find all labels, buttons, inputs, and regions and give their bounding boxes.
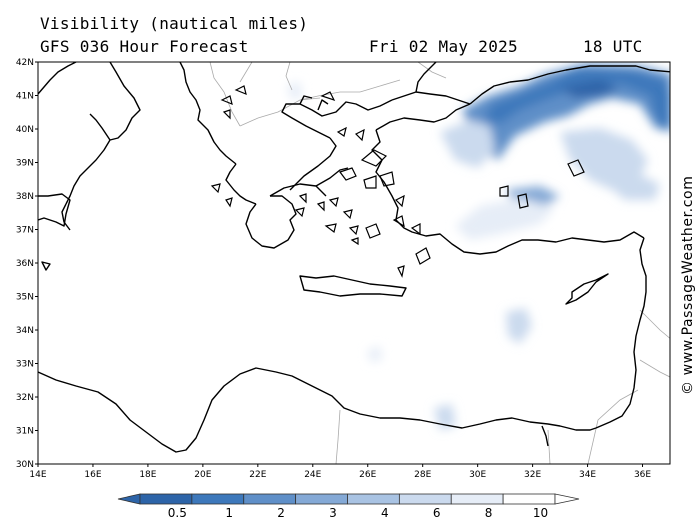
lon-tick-label: 26E <box>359 470 376 480</box>
lon-tick-label: 16E <box>84 470 101 480</box>
colorbar-swatch <box>502 493 556 505</box>
colorbar-label: 4 <box>381 506 389 520</box>
colorbar-swatch <box>450 493 504 505</box>
lat-tick-label: 41N <box>16 92 34 102</box>
colorbar-swatch <box>347 493 400 505</box>
colorbar-label: 2 <box>277 506 285 520</box>
lon-tick-label: 22E <box>249 470 266 480</box>
map-title: Visibility (nautical miles) <box>40 14 309 33</box>
lat-tick-label: 34N <box>16 326 34 336</box>
lat-tick-label: 40N <box>16 125 34 135</box>
lat-tick-label: 32N <box>16 393 34 403</box>
lat-tick-label: 42N <box>16 58 34 68</box>
lat-tick-label: 35N <box>16 293 34 303</box>
lat-tick-label: 33N <box>16 360 34 370</box>
lat-tick-label: 36N <box>16 259 34 269</box>
colorbar-label: 1 <box>225 506 233 520</box>
lat-tick-label: 38N <box>16 192 34 202</box>
lon-tick-label: 14E <box>29 470 46 480</box>
visibility-colorbar: 0.5 1 2 3 4 6 8 10 <box>117 493 580 520</box>
colorbar-label: 8 <box>485 506 493 520</box>
lon-tick-label: 34E <box>579 470 596 480</box>
lon-tick-label: 20E <box>194 470 211 480</box>
longitude-ticks: 14E 16E 18E 20E 22E 24E 26E 28E 30E 32E 34E 36E <box>29 464 651 480</box>
lat-tick-label: 37N <box>16 226 34 236</box>
colorbar-swatch <box>295 493 348 505</box>
forecast-time: 18 UTC <box>583 37 643 56</box>
colorbar-upper-arrow <box>554 493 580 505</box>
lat-tick-label: 30N <box>16 460 34 470</box>
colorbar-swatch <box>191 493 245 505</box>
colorbar-label: 0.5 <box>168 506 187 520</box>
lon-tick-label: 32E <box>524 470 541 480</box>
country-borders <box>209 62 670 464</box>
map-frame <box>37 61 671 465</box>
lon-tick-label: 36E <box>634 470 651 480</box>
lon-tick-label: 28E <box>414 470 431 480</box>
lat-tick-label: 31N <box>16 427 34 437</box>
forecast-subtitle: GFS 036 Hour Forecast <box>40 37 249 56</box>
latitude-ticks: 30N 31N 32N 33N 34N 35N 36N 37N 38N 39N 40N 41N 42N <box>16 58 38 470</box>
lon-tick-label: 18E <box>139 470 156 480</box>
colorbar-label: 3 <box>329 506 337 520</box>
aegean-islands <box>210 85 585 278</box>
coastlines <box>38 62 670 453</box>
colorbar-lower-arrow <box>117 493 141 505</box>
colorbar-swatch <box>139 493 193 505</box>
colorbar-label: 6 <box>433 506 441 520</box>
forecast-date: Fri 02 May 2025 <box>369 37 518 56</box>
copyright-credit: © www.PassageWeather.com <box>680 175 696 395</box>
colorbar-label: 10 <box>533 506 548 520</box>
colorbar-swatch <box>398 493 452 505</box>
colorbar-swatch <box>243 493 297 505</box>
lon-tick-label: 24E <box>304 470 321 480</box>
visibility-shading <box>288 64 670 430</box>
lat-tick-label: 39N <box>16 159 34 169</box>
lon-tick-label: 30E <box>469 470 486 480</box>
